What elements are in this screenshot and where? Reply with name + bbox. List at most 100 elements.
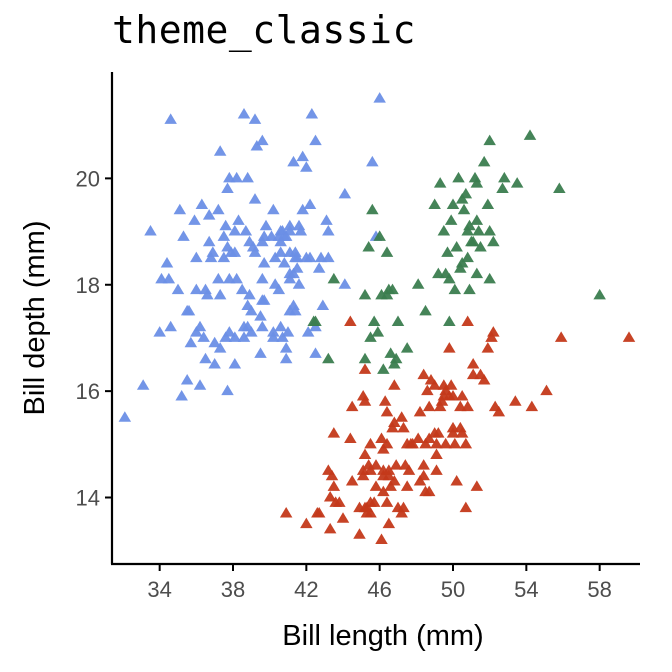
data-point: [428, 379, 441, 390]
data-point: [477, 373, 491, 385]
data-point: [411, 432, 425, 443]
data-point: [230, 272, 243, 284]
data-point: [305, 108, 319, 119]
data-point: [272, 283, 286, 295]
data-point: [289, 304, 302, 316]
y-axis-title: Bill depth (mm): [19, 221, 51, 416]
data-point: [422, 432, 436, 443]
data-point: [276, 331, 289, 342]
data-point: [455, 193, 469, 204]
data-point: [356, 469, 370, 481]
data-point: [397, 421, 410, 433]
data-point: [136, 379, 150, 390]
data-point: [338, 278, 352, 289]
data-point: [208, 336, 221, 348]
data-point: [397, 501, 410, 513]
data-point: [496, 182, 509, 194]
chart-title: theme_classic: [112, 8, 416, 52]
data-point: [283, 219, 297, 231]
data-point: [162, 272, 176, 284]
data-point: [230, 171, 243, 183]
data-point: [375, 432, 388, 443]
data-point: [300, 161, 313, 172]
data-point: [622, 331, 636, 342]
data-point: [466, 235, 480, 247]
data-point: [367, 496, 381, 507]
data-point: [400, 342, 414, 353]
data-point: [400, 480, 414, 491]
x-tick-label: 54: [514, 577, 538, 602]
data-point: [333, 496, 346, 507]
x-tick-label: 42: [294, 577, 318, 602]
data-point: [411, 278, 425, 289]
data-point: [241, 171, 254, 183]
data-point: [221, 182, 234, 194]
data-point: [279, 230, 293, 241]
data-point: [257, 294, 271, 305]
data-point: [164, 320, 177, 332]
data-point: [455, 256, 469, 268]
data-point: [510, 177, 524, 188]
data-point: [388, 358, 401, 369]
data-point: [212, 272, 225, 284]
data-point: [395, 506, 408, 518]
data-point: [483, 272, 496, 284]
data-point: [388, 416, 401, 428]
data-point: [358, 288, 372, 300]
data-point: [193, 320, 207, 332]
data-point: [309, 134, 322, 146]
data-point: [470, 480, 484, 491]
data-point: [433, 400, 447, 412]
data-points: [118, 92, 636, 545]
data-point: [353, 528, 366, 539]
data-point: [248, 193, 262, 204]
data-point: [375, 533, 388, 545]
data-point: [279, 342, 293, 353]
data-point: [309, 320, 322, 332]
data-point: [386, 283, 399, 295]
data-point: [173, 203, 187, 215]
data-point: [540, 384, 553, 396]
x-tick-label: 58: [587, 577, 611, 602]
data-point: [417, 459, 430, 470]
data-point: [470, 267, 484, 279]
data-point: [358, 448, 372, 459]
data-point: [593, 288, 606, 300]
data-point: [228, 246, 242, 257]
data-point: [184, 336, 198, 348]
data-point: [345, 475, 359, 486]
data-point: [523, 129, 537, 140]
data-point: [388, 379, 401, 390]
data-point: [206, 246, 220, 257]
data-point: [254, 347, 267, 358]
data-point: [228, 331, 242, 342]
data-point: [202, 235, 216, 247]
data-point: [470, 214, 484, 225]
data-point: [389, 459, 403, 470]
data-point: [235, 283, 249, 295]
data-point: [118, 411, 132, 422]
data-point: [301, 326, 315, 337]
data-point: [199, 352, 212, 364]
data-point: [309, 347, 322, 358]
x-tick-label: 34: [147, 577, 171, 602]
data-point: [327, 272, 341, 284]
data-point: [268, 251, 282, 263]
data-point: [485, 331, 498, 342]
data-point: [256, 134, 269, 146]
data-point: [498, 171, 511, 183]
data-point: [323, 491, 337, 502]
data-point: [362, 241, 375, 252]
data-point: [446, 198, 460, 209]
data-point: [369, 480, 383, 491]
data-point: [452, 171, 465, 183]
data-point: [296, 150, 309, 162]
data-point: [448, 437, 462, 449]
data-point: [358, 363, 372, 374]
data-point: [487, 235, 500, 247]
data-point: [290, 262, 304, 273]
data-point: [474, 241, 487, 252]
data-point: [433, 177, 447, 188]
data-point: [382, 464, 396, 475]
data-point: [371, 326, 385, 337]
